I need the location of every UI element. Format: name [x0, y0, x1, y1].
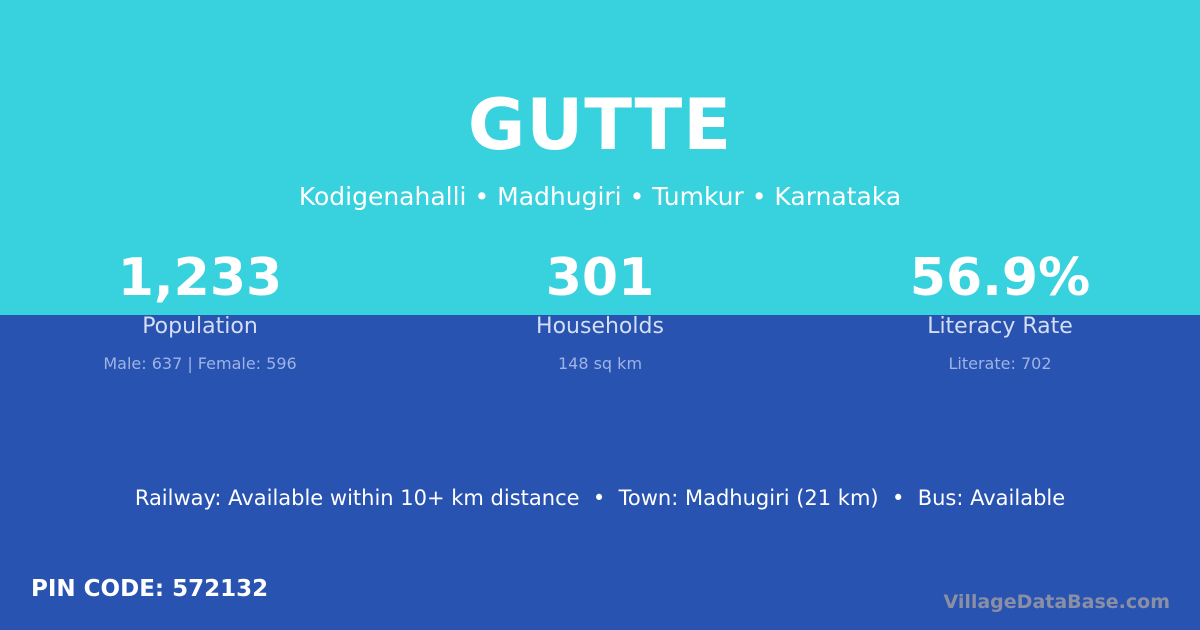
pin-code: PIN CODE: 572132: [31, 576, 269, 602]
brand-watermark: VillageDataBase.com: [943, 591, 1170, 613]
literacy-label: Literacy Rate: [927, 314, 1073, 339]
transport-info: Railway: Available within 10+ km distanc…: [134, 486, 1066, 510]
area-value: 148 sq km: [557, 354, 643, 373]
households-value: 301: [545, 248, 655, 308]
population-breakdown: Male: 637 | Female: 596: [103, 354, 297, 373]
population-value: 1,233: [117, 248, 283, 308]
village-name: GUTTE: [467, 84, 733, 166]
population-label: Population: [142, 314, 258, 339]
literacy-value: 56.9%: [909, 248, 1091, 308]
households-label: Households: [536, 314, 664, 339]
header-band: [0, 0, 1200, 315]
location-breadcrumb: Kodigenahalli • Madhugiri • Tumkur • Kar…: [298, 182, 902, 211]
literate-count: Literate: 702: [948, 354, 1052, 373]
body-band: [0, 315, 1200, 630]
